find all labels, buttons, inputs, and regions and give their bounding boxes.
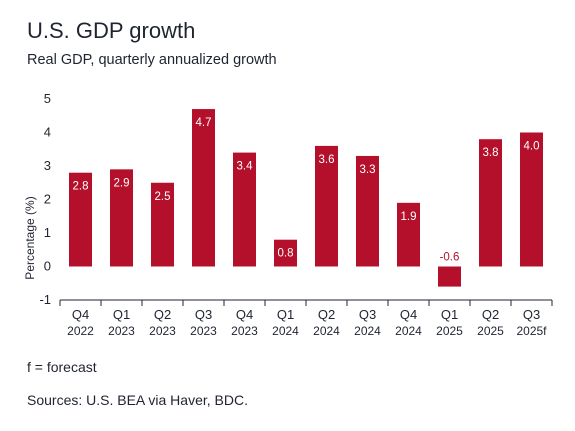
data-labels: 2.8 2.9 2.5 4.7 3.4 0.8 3.6 3.3 1.9 -0.6 3.8 4.0 <box>73 117 540 263</box>
y-tick-label: 4 <box>44 125 51 140</box>
data-label: 3.6 <box>319 154 335 166</box>
x-tick-year: 2022 <box>67 324 94 338</box>
bar <box>151 182 174 267</box>
forecast-footnote: f = forecast <box>27 359 97 375</box>
bar <box>315 145 338 267</box>
sources-note: Sources: U.S. BEA via Haver, BDC. <box>27 392 248 408</box>
bar <box>397 202 420 267</box>
x-tick-quarter: Q4 <box>400 307 417 322</box>
y-tick-label: -1 <box>39 292 51 307</box>
x-tick-year: 2025f <box>516 324 547 338</box>
x-tick-quarter: Q2 <box>154 307 171 322</box>
x-tick-year: 2024 <box>272 324 299 338</box>
y-tick-label: 3 <box>44 158 51 173</box>
data-label: 4.7 <box>196 117 212 129</box>
data-label: 1.9 <box>401 211 417 223</box>
x-tick-quarter: Q4 <box>72 307 89 322</box>
y-tick-label: 5 <box>44 91 51 106</box>
x-tick-quarter: Q1 <box>441 307 458 322</box>
x-tick-quarter: Q3 <box>523 307 540 322</box>
bar <box>438 266 461 287</box>
y-axis-ticks: -1 0 1 2 3 4 5 <box>39 91 51 307</box>
chart-subtitle: Real GDP, quarterly annualized growth <box>27 52 277 68</box>
x-axis-ticks <box>59 300 553 306</box>
chart-title: U.S. GDP growth <box>27 18 196 43</box>
x-axis-labels: Q4 2022 Q1 2023 Q2 2023 Q3 2023 Q4 2023 Q1 2024 Q2 20… <box>67 307 547 338</box>
data-label: 3.3 <box>360 164 376 176</box>
x-tick-year: 2024 <box>395 324 422 338</box>
data-label: 3.8 <box>483 147 499 159</box>
bar <box>69 172 92 267</box>
y-tick-label: 1 <box>44 225 51 240</box>
gdp-bar-chart: Percentage (%) -1 0 1 2 3 4 5 2.8 2.9 2.5 4.7 3.4 0… <box>23 91 553 338</box>
data-label: -0.6 <box>440 252 460 264</box>
x-tick-quarter: Q3 <box>195 307 212 322</box>
data-label: 2.9 <box>114 177 130 189</box>
bar <box>233 152 256 267</box>
bar <box>110 169 133 267</box>
x-tick-quarter: Q4 <box>236 307 253 322</box>
x-tick-quarter: Q2 <box>482 307 499 322</box>
x-tick-year: 2023 <box>108 324 135 338</box>
y-axis-title-group: Percentage (%) <box>23 196 37 279</box>
x-tick-quarter: Q1 <box>277 307 294 322</box>
data-label: 4.0 <box>524 141 540 153</box>
bar <box>192 109 215 267</box>
bar <box>274 239 297 267</box>
data-label: 2.8 <box>73 181 89 193</box>
x-tick-quarter: Q1 <box>113 307 130 322</box>
bars <box>69 109 543 287</box>
x-tick-year: 2025 <box>436 324 463 338</box>
x-tick-year: 2024 <box>313 324 340 338</box>
data-label: 0.8 <box>278 248 294 260</box>
bar <box>356 155 379 267</box>
x-tick-year: 2023 <box>231 324 258 338</box>
data-label: 3.4 <box>237 161 254 173</box>
x-tick-quarter: Q2 <box>318 307 335 322</box>
x-tick-year: 2023 <box>190 324 217 338</box>
x-tick-year: 2025 <box>477 324 504 338</box>
x-tick-year: 2024 <box>354 324 381 338</box>
y-tick-label: 0 <box>44 259 51 274</box>
bar <box>479 139 502 267</box>
x-tick-quarter: Q3 <box>359 307 376 322</box>
y-tick-label: 2 <box>44 192 51 207</box>
x-tick-year: 2023 <box>149 324 176 338</box>
y-axis-title: Percentage (%) <box>23 196 37 279</box>
bar <box>520 132 543 267</box>
data-label: 2.5 <box>155 191 171 203</box>
